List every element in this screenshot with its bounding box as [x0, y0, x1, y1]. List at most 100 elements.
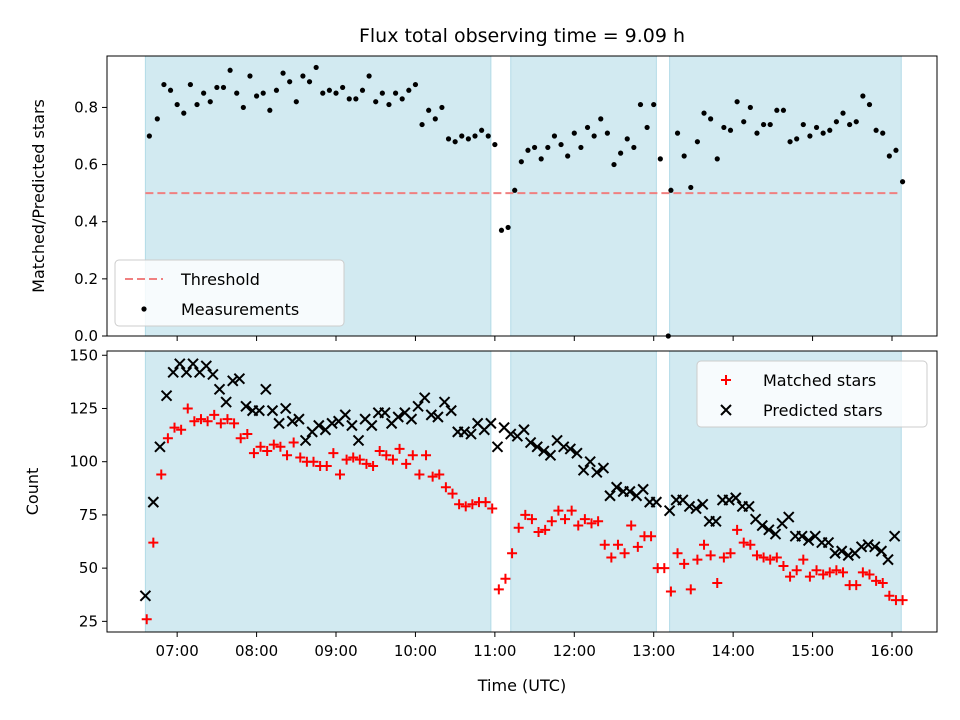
legend-box: [114, 259, 345, 327]
data-point: [505, 428, 517, 440]
data-point: [399, 96, 405, 102]
data-point: [326, 87, 332, 93]
data-point: [558, 141, 564, 148]
data-point: [207, 99, 213, 105]
data-point: [394, 443, 405, 454]
data-point: [672, 548, 683, 559]
data-point: [855, 541, 868, 553]
count-observing-span: [510, 350, 657, 633]
data-point: [182, 403, 193, 414]
data-point: [696, 498, 709, 510]
data-point: [260, 90, 266, 96]
legend-dot-swatch: [141, 306, 147, 312]
data-point: [732, 524, 743, 535]
data-point: [459, 133, 465, 139]
data-point: [800, 121, 806, 128]
data-point: [346, 419, 358, 432]
data-point: [780, 107, 787, 113]
data-point: [774, 107, 780, 113]
x-tick-label: 16:00: [870, 642, 913, 660]
data-point: [663, 504, 676, 517]
data-point: [637, 101, 644, 108]
data-point: [694, 139, 700, 145]
data-point: [282, 450, 293, 461]
data-point: [445, 404, 457, 417]
ratio-y-axis-label: Matched/Predicted stars: [29, 99, 48, 293]
data-point: [668, 187, 674, 193]
data-point: [610, 481, 623, 493]
legend-x-swatch: [720, 404, 732, 416]
data-point: [880, 130, 886, 136]
data-point: [419, 121, 425, 128]
data-point: [273, 87, 280, 93]
data-point: [566, 505, 577, 516]
data-point: [288, 437, 299, 448]
data-point: [447, 488, 458, 499]
data-point: [412, 400, 424, 413]
data-point: [348, 452, 359, 463]
data-point: [787, 139, 793, 145]
data-point: [320, 90, 326, 96]
count-y-tick-label: 150: [69, 346, 98, 364]
data-point: [366, 73, 372, 79]
data-point: [796, 530, 808, 542]
data-point: [361, 458, 372, 469]
data-point: [847, 121, 853, 128]
data-point: [857, 567, 868, 578]
data-point: [553, 505, 564, 516]
data-point: [624, 485, 636, 498]
data-point: [434, 469, 445, 480]
count-observing-span: [144, 350, 492, 633]
data-point: [842, 549, 855, 562]
data-point: [875, 545, 888, 557]
data-point: [287, 79, 293, 85]
data-point: [862, 539, 874, 551]
data-point: [139, 590, 152, 602]
data-point: [650, 496, 663, 508]
data-point: [869, 541, 881, 553]
data-point: [571, 130, 577, 136]
data-point: [708, 116, 714, 122]
data-point: [260, 383, 272, 396]
data-point: [619, 548, 630, 559]
data-point: [353, 96, 359, 102]
data-point: [240, 104, 246, 111]
data-point: [584, 124, 591, 131]
ratio-y-tick-label: 0.6: [74, 156, 98, 174]
data-point: [565, 153, 571, 159]
data-point: [465, 428, 477, 440]
data-point: [851, 580, 862, 591]
data-point: [493, 584, 504, 595]
data-point: [734, 99, 740, 105]
data-point: [725, 548, 736, 559]
data-point: [333, 90, 339, 96]
x-tick-label: 08:00: [235, 642, 278, 660]
data-point: [714, 156, 720, 162]
data-point: [253, 404, 265, 417]
data-point: [366, 419, 378, 432]
data-point: [827, 127, 833, 133]
data-point: [524, 436, 537, 449]
data-point: [871, 575, 882, 586]
data-point: [440, 482, 451, 493]
data-point: [824, 567, 835, 578]
ratio-panel: 0.0 0.2 0.4 0.6 0.8 Matched/Predicted stars Th…: [29, 55, 938, 345]
data-point: [818, 569, 829, 580]
data-point: [637, 483, 649, 496]
data-point: [414, 469, 425, 480]
data-point: [798, 554, 809, 565]
data-point: [526, 514, 537, 525]
data-point: [426, 107, 432, 113]
data-point: [215, 418, 226, 429]
data-point: [754, 130, 760, 136]
data-point: [520, 509, 531, 520]
data-point: [765, 554, 776, 565]
data-point: [866, 101, 873, 108]
count-y-axis-label: Count: [23, 468, 42, 516]
x-tick-label: 10:00: [394, 642, 437, 660]
data-point: [465, 136, 471, 142]
data-point: [604, 490, 616, 502]
data-point: [200, 360, 212, 372]
data-point: [286, 415, 299, 427]
